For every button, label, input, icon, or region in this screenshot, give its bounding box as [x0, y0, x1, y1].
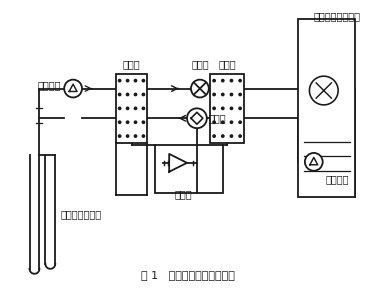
Circle shape	[126, 121, 129, 123]
Circle shape	[305, 153, 323, 171]
Bar	[155, 145, 223, 193]
Circle shape	[239, 79, 241, 82]
Circle shape	[118, 93, 121, 96]
Text: 图 1   地源热泵系统工作原理: 图 1 地源热泵系统工作原理	[141, 270, 235, 280]
Circle shape	[230, 79, 232, 82]
Circle shape	[230, 93, 232, 96]
Circle shape	[213, 93, 215, 96]
Bar	[116, 74, 147, 143]
Circle shape	[142, 93, 145, 96]
Circle shape	[118, 107, 121, 109]
Circle shape	[187, 108, 207, 128]
Circle shape	[142, 107, 145, 109]
Text: 室外地下换热器: 室外地下换热器	[60, 209, 101, 219]
Circle shape	[118, 135, 121, 137]
Circle shape	[118, 121, 121, 123]
Circle shape	[213, 79, 215, 82]
Circle shape	[118, 79, 121, 82]
Circle shape	[126, 135, 129, 137]
Circle shape	[126, 93, 129, 96]
Circle shape	[64, 80, 82, 97]
Circle shape	[134, 121, 137, 123]
Circle shape	[142, 135, 145, 137]
Circle shape	[222, 135, 224, 137]
Circle shape	[230, 121, 232, 123]
Text: 循环水泵: 循环水泵	[326, 174, 349, 184]
Circle shape	[230, 135, 232, 137]
Circle shape	[230, 107, 232, 109]
Circle shape	[134, 135, 137, 137]
Circle shape	[134, 79, 137, 82]
Text: 蒸发器: 蒸发器	[218, 59, 236, 69]
Circle shape	[213, 121, 215, 123]
Circle shape	[222, 107, 224, 109]
Circle shape	[222, 121, 224, 123]
Circle shape	[239, 107, 241, 109]
Circle shape	[213, 135, 215, 137]
Text: 压缩机: 压缩机	[174, 189, 192, 200]
Circle shape	[191, 80, 209, 97]
Circle shape	[239, 121, 241, 123]
Circle shape	[142, 121, 145, 123]
Text: 节流阀: 节流阀	[191, 59, 209, 69]
Circle shape	[239, 135, 241, 137]
Bar	[210, 74, 244, 143]
Text: 室内风机盘管系统: 室内风机盘管系统	[313, 11, 360, 21]
Text: 换向阀: 换向阀	[209, 113, 226, 123]
Circle shape	[134, 107, 137, 109]
Circle shape	[126, 107, 129, 109]
Bar	[298, 19, 356, 198]
Circle shape	[222, 93, 224, 96]
Circle shape	[126, 79, 129, 82]
Circle shape	[134, 93, 137, 96]
Circle shape	[222, 79, 224, 82]
Text: 循环水泵: 循环水泵	[38, 81, 61, 91]
Text: 冷凝器: 冷凝器	[123, 59, 140, 69]
Circle shape	[239, 93, 241, 96]
Circle shape	[213, 107, 215, 109]
Circle shape	[142, 79, 145, 82]
